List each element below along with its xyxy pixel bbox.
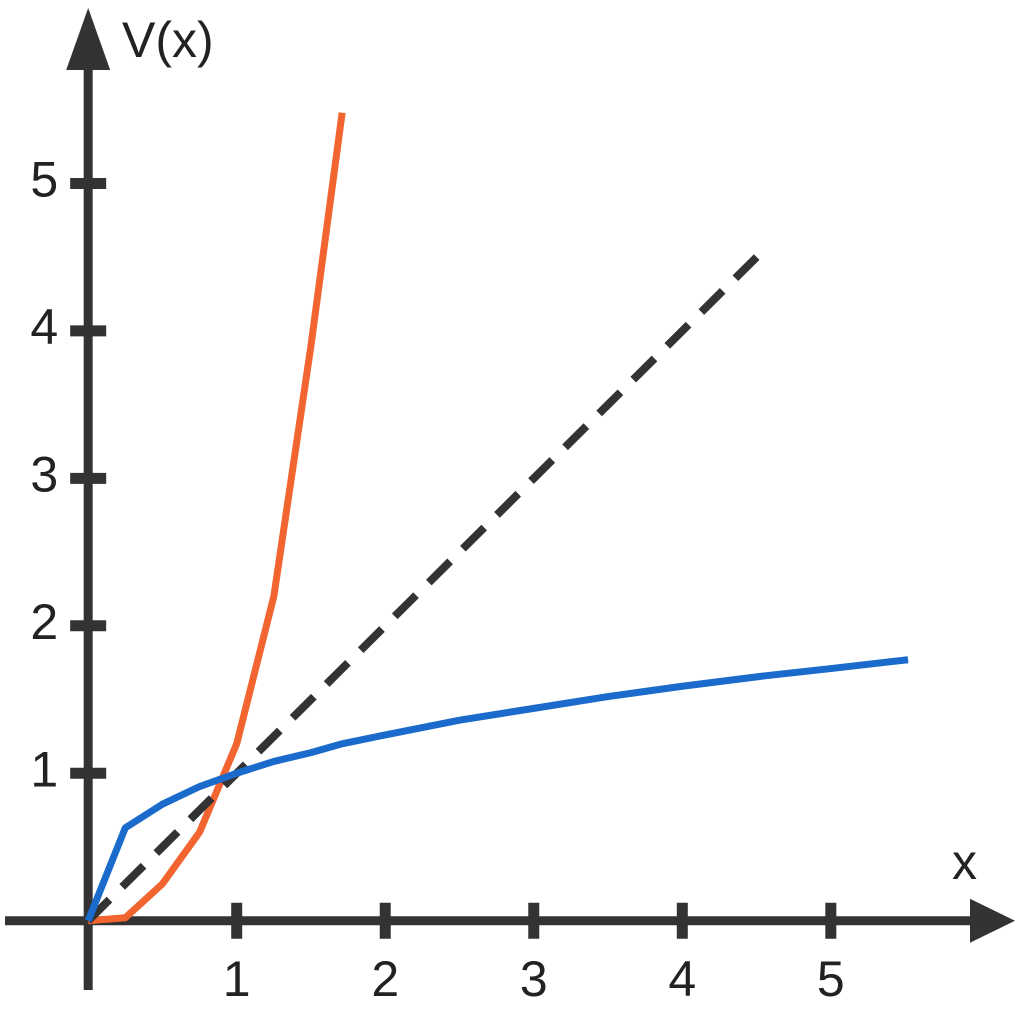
y-tick-label: 3 xyxy=(30,447,58,503)
y-tick-label: 5 xyxy=(30,152,58,208)
x-tick-label: 3 xyxy=(520,951,548,1007)
x-axis-label: x xyxy=(952,834,977,890)
y-tick-label: 2 xyxy=(30,594,58,650)
x-tick-label: 5 xyxy=(817,951,845,1007)
series-line xyxy=(84,656,909,922)
y-tick-label: 1 xyxy=(30,741,58,797)
x-axis-arrow xyxy=(970,898,1015,943)
y-axis-label: V(x) xyxy=(122,12,214,68)
x-tick-label: 1 xyxy=(223,951,251,1007)
x-tick-label: 2 xyxy=(371,951,399,1007)
series-line xyxy=(87,112,346,925)
series-line xyxy=(85,246,767,924)
x-tick-label: 4 xyxy=(668,951,696,1007)
y-tick-label: 4 xyxy=(30,299,58,355)
y-axis-arrow xyxy=(66,8,111,70)
